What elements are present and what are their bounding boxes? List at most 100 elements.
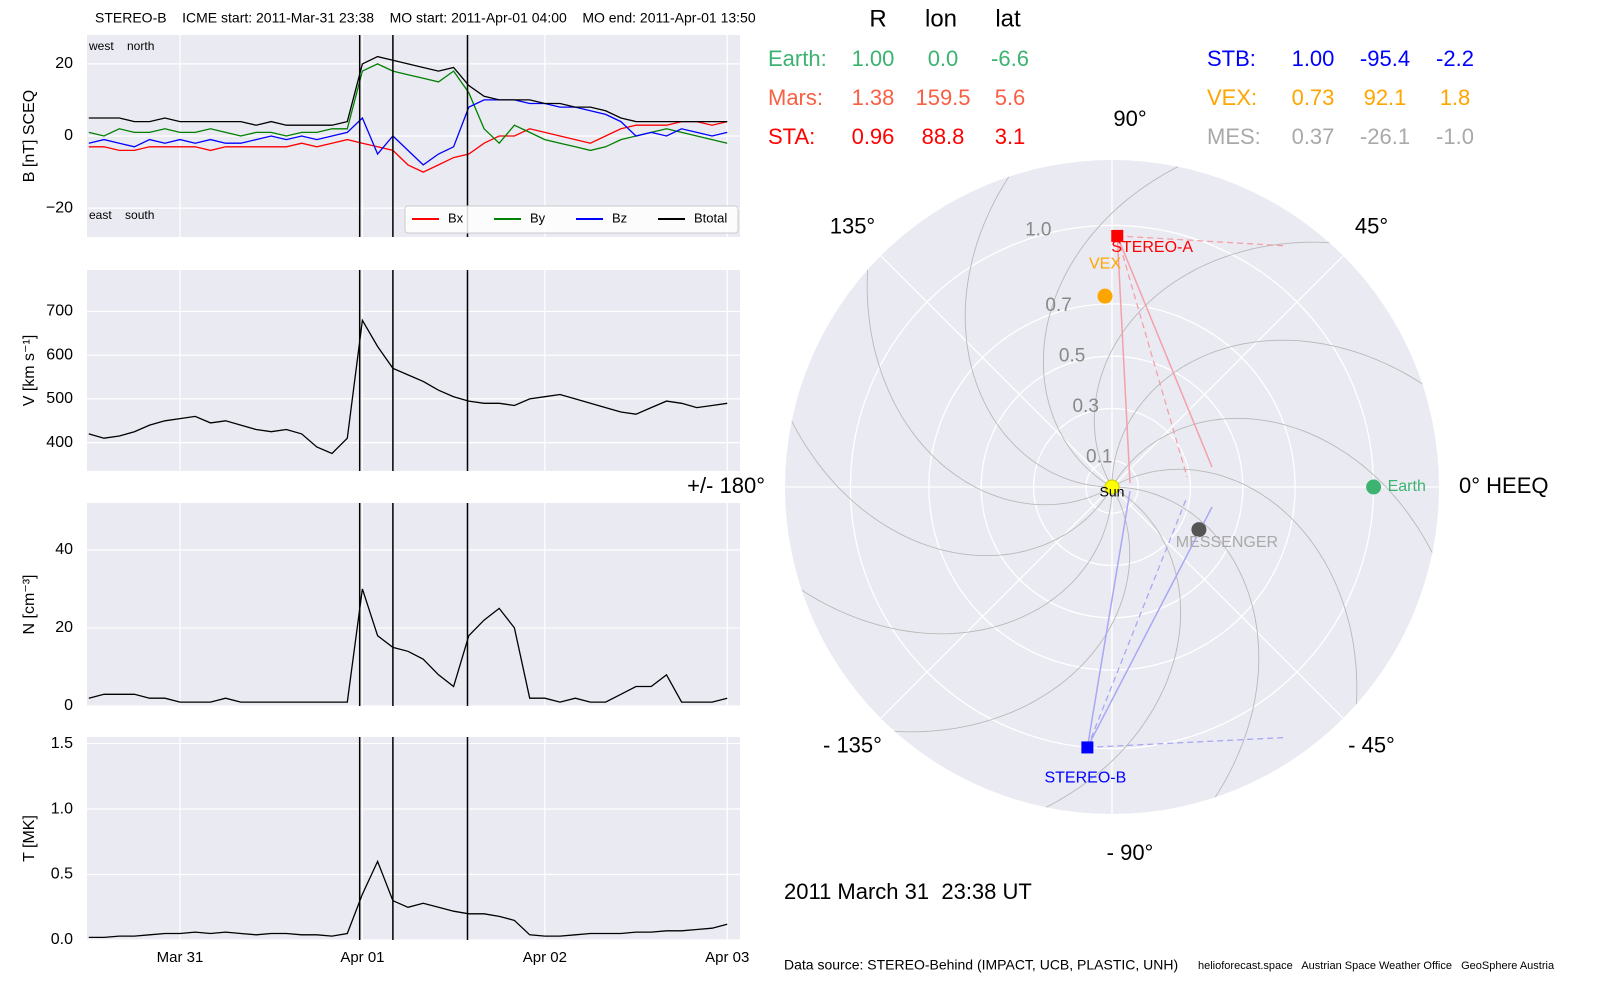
- y-tick-label: 20: [55, 619, 73, 636]
- angle-tick-label: - 135°: [823, 732, 882, 757]
- table-value: 0.37: [1292, 124, 1335, 149]
- body-marker: [1081, 741, 1094, 754]
- column-header: R: [869, 5, 886, 32]
- table-value: -1.0: [1436, 124, 1474, 149]
- panel-title: STEREO-B ICME start: 2011-Mar-31 23:38 M…: [95, 10, 756, 26]
- angle-tick-label: 135°: [830, 213, 876, 238]
- r-tick-label: 0.7: [1045, 295, 1071, 316]
- table-value: 1.38: [852, 85, 895, 110]
- y-tick-label: 1.5: [51, 735, 73, 752]
- y-tick-label: 500: [46, 390, 73, 407]
- body-label: MESSENGER: [1176, 534, 1278, 551]
- r-tick-label: 0.5: [1059, 346, 1085, 367]
- parker-spiral: [902, 486, 1182, 814]
- table-value: 1.00: [852, 46, 895, 71]
- x-tick-label: Apr 03: [705, 949, 749, 966]
- body-marker: [1097, 288, 1113, 304]
- field-line: [1087, 736, 1288, 749]
- parker-spiral: [964, 160, 1117, 488]
- angle-tick-label: - 90°: [1107, 840, 1154, 865]
- legend-label: Btotal: [694, 210, 727, 225]
- field-line: [1116, 235, 1131, 484]
- date-label: 2011 March 31 23:38 UT: [784, 879, 1032, 904]
- angle-tick-label: +/- 180°: [687, 473, 765, 498]
- y-tick-label: 0: [64, 697, 73, 714]
- angle-tick-label: 90°: [1113, 106, 1146, 131]
- plot-background: [87, 270, 740, 471]
- table-value: 0.73: [1292, 85, 1335, 110]
- table-value: -26.1: [1360, 124, 1410, 149]
- row-label: Mars:: [768, 85, 823, 110]
- table-value: -95.4: [1360, 46, 1410, 71]
- y-tick-label: 400: [46, 434, 73, 451]
- data-source: Data source: STEREO-Behind (IMPACT, UCB,…: [784, 957, 1178, 973]
- body-label: VEX: [1089, 255, 1121, 272]
- y-tick-label: −20: [46, 199, 73, 216]
- data-line: [88, 63, 728, 152]
- y-tick-label: 20: [55, 55, 73, 72]
- x-tick-label: Apr 02: [523, 949, 567, 966]
- parker-spiral: [1107, 486, 1260, 814]
- legend-label: Bz: [612, 210, 627, 225]
- column-header: lon: [925, 5, 957, 32]
- data-line: [88, 120, 728, 173]
- table-value: -6.6: [991, 46, 1029, 71]
- y-axis-label: N [cm⁻³]: [21, 575, 38, 635]
- plot-background: [87, 737, 740, 940]
- data-line: [88, 318, 728, 455]
- angle-tick-label: 45°: [1355, 213, 1388, 238]
- body-marker: [1366, 479, 1382, 495]
- data-line: [88, 55, 728, 126]
- y-tick-label: 600: [46, 346, 73, 363]
- sun-label: Sun: [1100, 484, 1125, 500]
- field-line: [1086, 490, 1131, 748]
- r-tick-label: 0.1: [1086, 447, 1112, 468]
- y-tick-label: 700: [46, 303, 73, 320]
- annotation: east south: [89, 208, 154, 222]
- y-axis-label: V [km s⁻¹]: [21, 335, 38, 407]
- row-label: Earth:: [768, 46, 827, 71]
- y-axis-label: B [nT] SCEQ: [21, 90, 38, 182]
- legend-label: Bx: [448, 210, 464, 225]
- y-tick-label: 0.5: [51, 866, 73, 883]
- body-marker: [1111, 229, 1124, 242]
- y-axis-label: T [MK]: [21, 815, 38, 862]
- table-value: -2.2: [1436, 46, 1474, 71]
- table-value: 0.96: [852, 124, 895, 149]
- data-line: [88, 859, 728, 939]
- table-value: 1.8: [1440, 85, 1471, 110]
- field-line: [1116, 235, 1213, 468]
- body-marker: [1191, 522, 1207, 538]
- grid-spoke: [880, 486, 1113, 719]
- row-label: VEX:: [1207, 85, 1257, 110]
- parker-spiral: [785, 277, 1113, 557]
- angle-tick-label: 0° HEEQ: [1459, 473, 1549, 498]
- r-tick-label: 0.3: [1072, 396, 1098, 417]
- table-value: 0.0: [928, 46, 959, 71]
- annotation: west north: [88, 39, 154, 53]
- parker-spiral: [785, 482, 1113, 635]
- grid-spoke: [1111, 255, 1344, 488]
- grid-spoke: [880, 255, 1113, 488]
- field-line: [1116, 235, 1188, 478]
- legend-label: By: [530, 210, 546, 225]
- legend-box: [404, 205, 739, 234]
- column-header: lat: [995, 5, 1021, 32]
- body-label: STEREO-B: [1044, 770, 1126, 787]
- table-value: 1.00: [1292, 46, 1335, 71]
- credits: helioforecast.space Austrian Space Weath…: [1198, 960, 1555, 972]
- data-line: [88, 99, 728, 166]
- row-label: MES:: [1207, 124, 1261, 149]
- parker-spiral: [1042, 160, 1322, 488]
- y-tick-label: 40: [55, 541, 73, 558]
- table-value: 159.5: [915, 85, 970, 110]
- table-value: 92.1: [1364, 85, 1407, 110]
- sun-marker: [1104, 479, 1120, 495]
- plot-background: [87, 503, 740, 706]
- table-value: 5.6: [995, 85, 1026, 110]
- body-label: Earth: [1388, 478, 1426, 495]
- body-label: STEREO-A: [1111, 239, 1193, 256]
- y-tick-label: 0: [64, 127, 73, 144]
- data-line: [88, 588, 728, 703]
- y-tick-label: 0.0: [51, 931, 73, 948]
